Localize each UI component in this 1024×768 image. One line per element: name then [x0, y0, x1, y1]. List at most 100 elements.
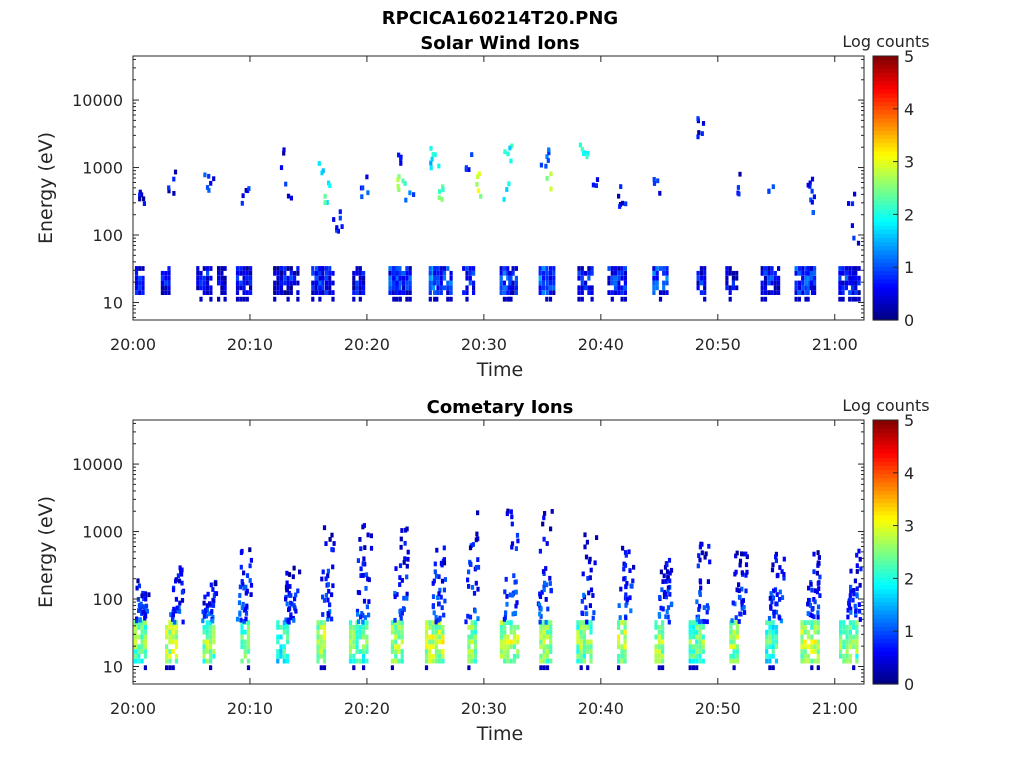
heatmap-cell: [857, 275, 861, 281]
heatmap-cell: [619, 184, 623, 189]
colorbar-segment: [873, 126, 898, 131]
heatmap-cell: [545, 649, 550, 654]
heatmap-cell: [577, 296, 581, 302]
heatmap-cell: [691, 620, 695, 625]
heatmap-cell: [658, 266, 663, 271]
heatmap-cell: [356, 558, 360, 563]
heatmap-cell: [143, 629, 147, 635]
heatmap-cell: [770, 594, 774, 600]
colorbar-segment: [873, 93, 898, 98]
heatmap-cell: [763, 290, 768, 295]
heatmap-cell: [147, 592, 151, 598]
heatmap-cell: [590, 285, 594, 291]
heatmap-cell: [774, 658, 779, 664]
heatmap-cell: [552, 285, 556, 291]
heatmap-cell: [629, 608, 633, 614]
heatmap-cell: [773, 280, 777, 286]
heatmap-cell: [663, 564, 668, 570]
heatmap-cell: [545, 658, 550, 664]
heatmap-cell: [770, 599, 774, 605]
colorbar-segment: [873, 436, 898, 442]
heatmap-cell: [441, 625, 445, 630]
heatmap-cell: [801, 275, 805, 281]
heatmap-cell: [397, 620, 401, 625]
heatmap-cell: [441, 629, 445, 635]
heatmap-cell: [516, 538, 520, 544]
heatmap-cell: [220, 285, 224, 291]
heatmap-cell: [545, 280, 549, 286]
heatmap-cell: [743, 610, 747, 615]
heatmap-cell: [511, 285, 515, 291]
heatmap-cell: [769, 606, 773, 611]
heatmap-cell: [433, 569, 437, 575]
heatmap-cell: [211, 587, 215, 592]
heatmap-cell: [656, 178, 660, 184]
heatmap-cell: [328, 266, 332, 271]
heatmap-cell: [390, 639, 394, 645]
heatmap-cell: [138, 192, 142, 198]
heatmap-cell: [765, 620, 769, 625]
heatmap-cell: [591, 615, 595, 621]
heatmap-cell: [620, 644, 624, 650]
heatmap-cell: [663, 591, 667, 597]
heatmap-cell: [514, 280, 518, 286]
heatmap-cell: [137, 583, 141, 589]
heatmap-cell: [242, 570, 246, 576]
heatmap-cell: [286, 280, 290, 286]
heatmap-cell: [763, 280, 768, 286]
heatmap-cell: [331, 280, 335, 286]
heatmap-cell: [740, 551, 744, 557]
heatmap-cell: [842, 644, 846, 650]
heatmap-cell: [585, 539, 589, 545]
heatmap-cell: [624, 201, 628, 207]
heatmap-cell: [432, 610, 436, 616]
heatmap-cell: [617, 275, 621, 281]
heatmap-cell: [434, 644, 438, 650]
heatmap-cell: [470, 639, 474, 645]
heatmap-cell: [857, 266, 861, 271]
heatmap-cell: [282, 625, 286, 630]
heatmap-cell: [586, 644, 590, 650]
heatmap-cell: [209, 296, 213, 302]
heatmap-cell: [437, 195, 441, 201]
heatmap-cell: [725, 275, 729, 281]
heatmap-cell: [699, 275, 703, 281]
heatmap-cell: [171, 625, 175, 630]
heatmap-cell: [243, 644, 247, 650]
heatmap-cell: [655, 285, 659, 291]
heatmap-cell: [408, 290, 412, 295]
heatmap-cell: [844, 280, 848, 286]
colorbar-segment: [873, 510, 898, 516]
heatmap-cell: [398, 575, 402, 580]
heatmap-cell: [358, 658, 362, 664]
heatmap-cell: [441, 187, 445, 193]
heatmap-cell: [703, 270, 707, 276]
heatmap-cell: [240, 548, 244, 554]
heatmap-cell: [542, 634, 546, 640]
heatmap-cell: [620, 620, 624, 625]
heatmap-cell: [465, 270, 469, 276]
heatmap-cell: [661, 639, 665, 645]
colorbar-segment: [873, 675, 898, 681]
heatmap-cell: [623, 639, 627, 645]
heatmap-cell: [587, 270, 591, 276]
heatmap-cell: [765, 644, 769, 650]
heatmap-cell: [654, 620, 658, 625]
heatmap-cell: [815, 589, 819, 595]
heatmap-cell: [508, 296, 512, 302]
heatmap-cell: [581, 571, 585, 577]
heatmap-cell: [174, 577, 178, 582]
heatmap-cell: [286, 629, 290, 635]
heatmap-cell: [438, 649, 442, 654]
heatmap-cell: [586, 625, 590, 630]
heatmap-cell: [238, 611, 242, 617]
heatmap-cell: [729, 653, 733, 659]
heatmap-cell: [801, 280, 805, 286]
heatmap-cell: [220, 290, 224, 295]
heatmap-cell: [431, 604, 435, 610]
heatmap-cell: [613, 290, 618, 295]
heatmap-cell: [578, 142, 582, 148]
heatmap-cell: [591, 593, 595, 598]
heatmap-cell: [618, 615, 622, 620]
